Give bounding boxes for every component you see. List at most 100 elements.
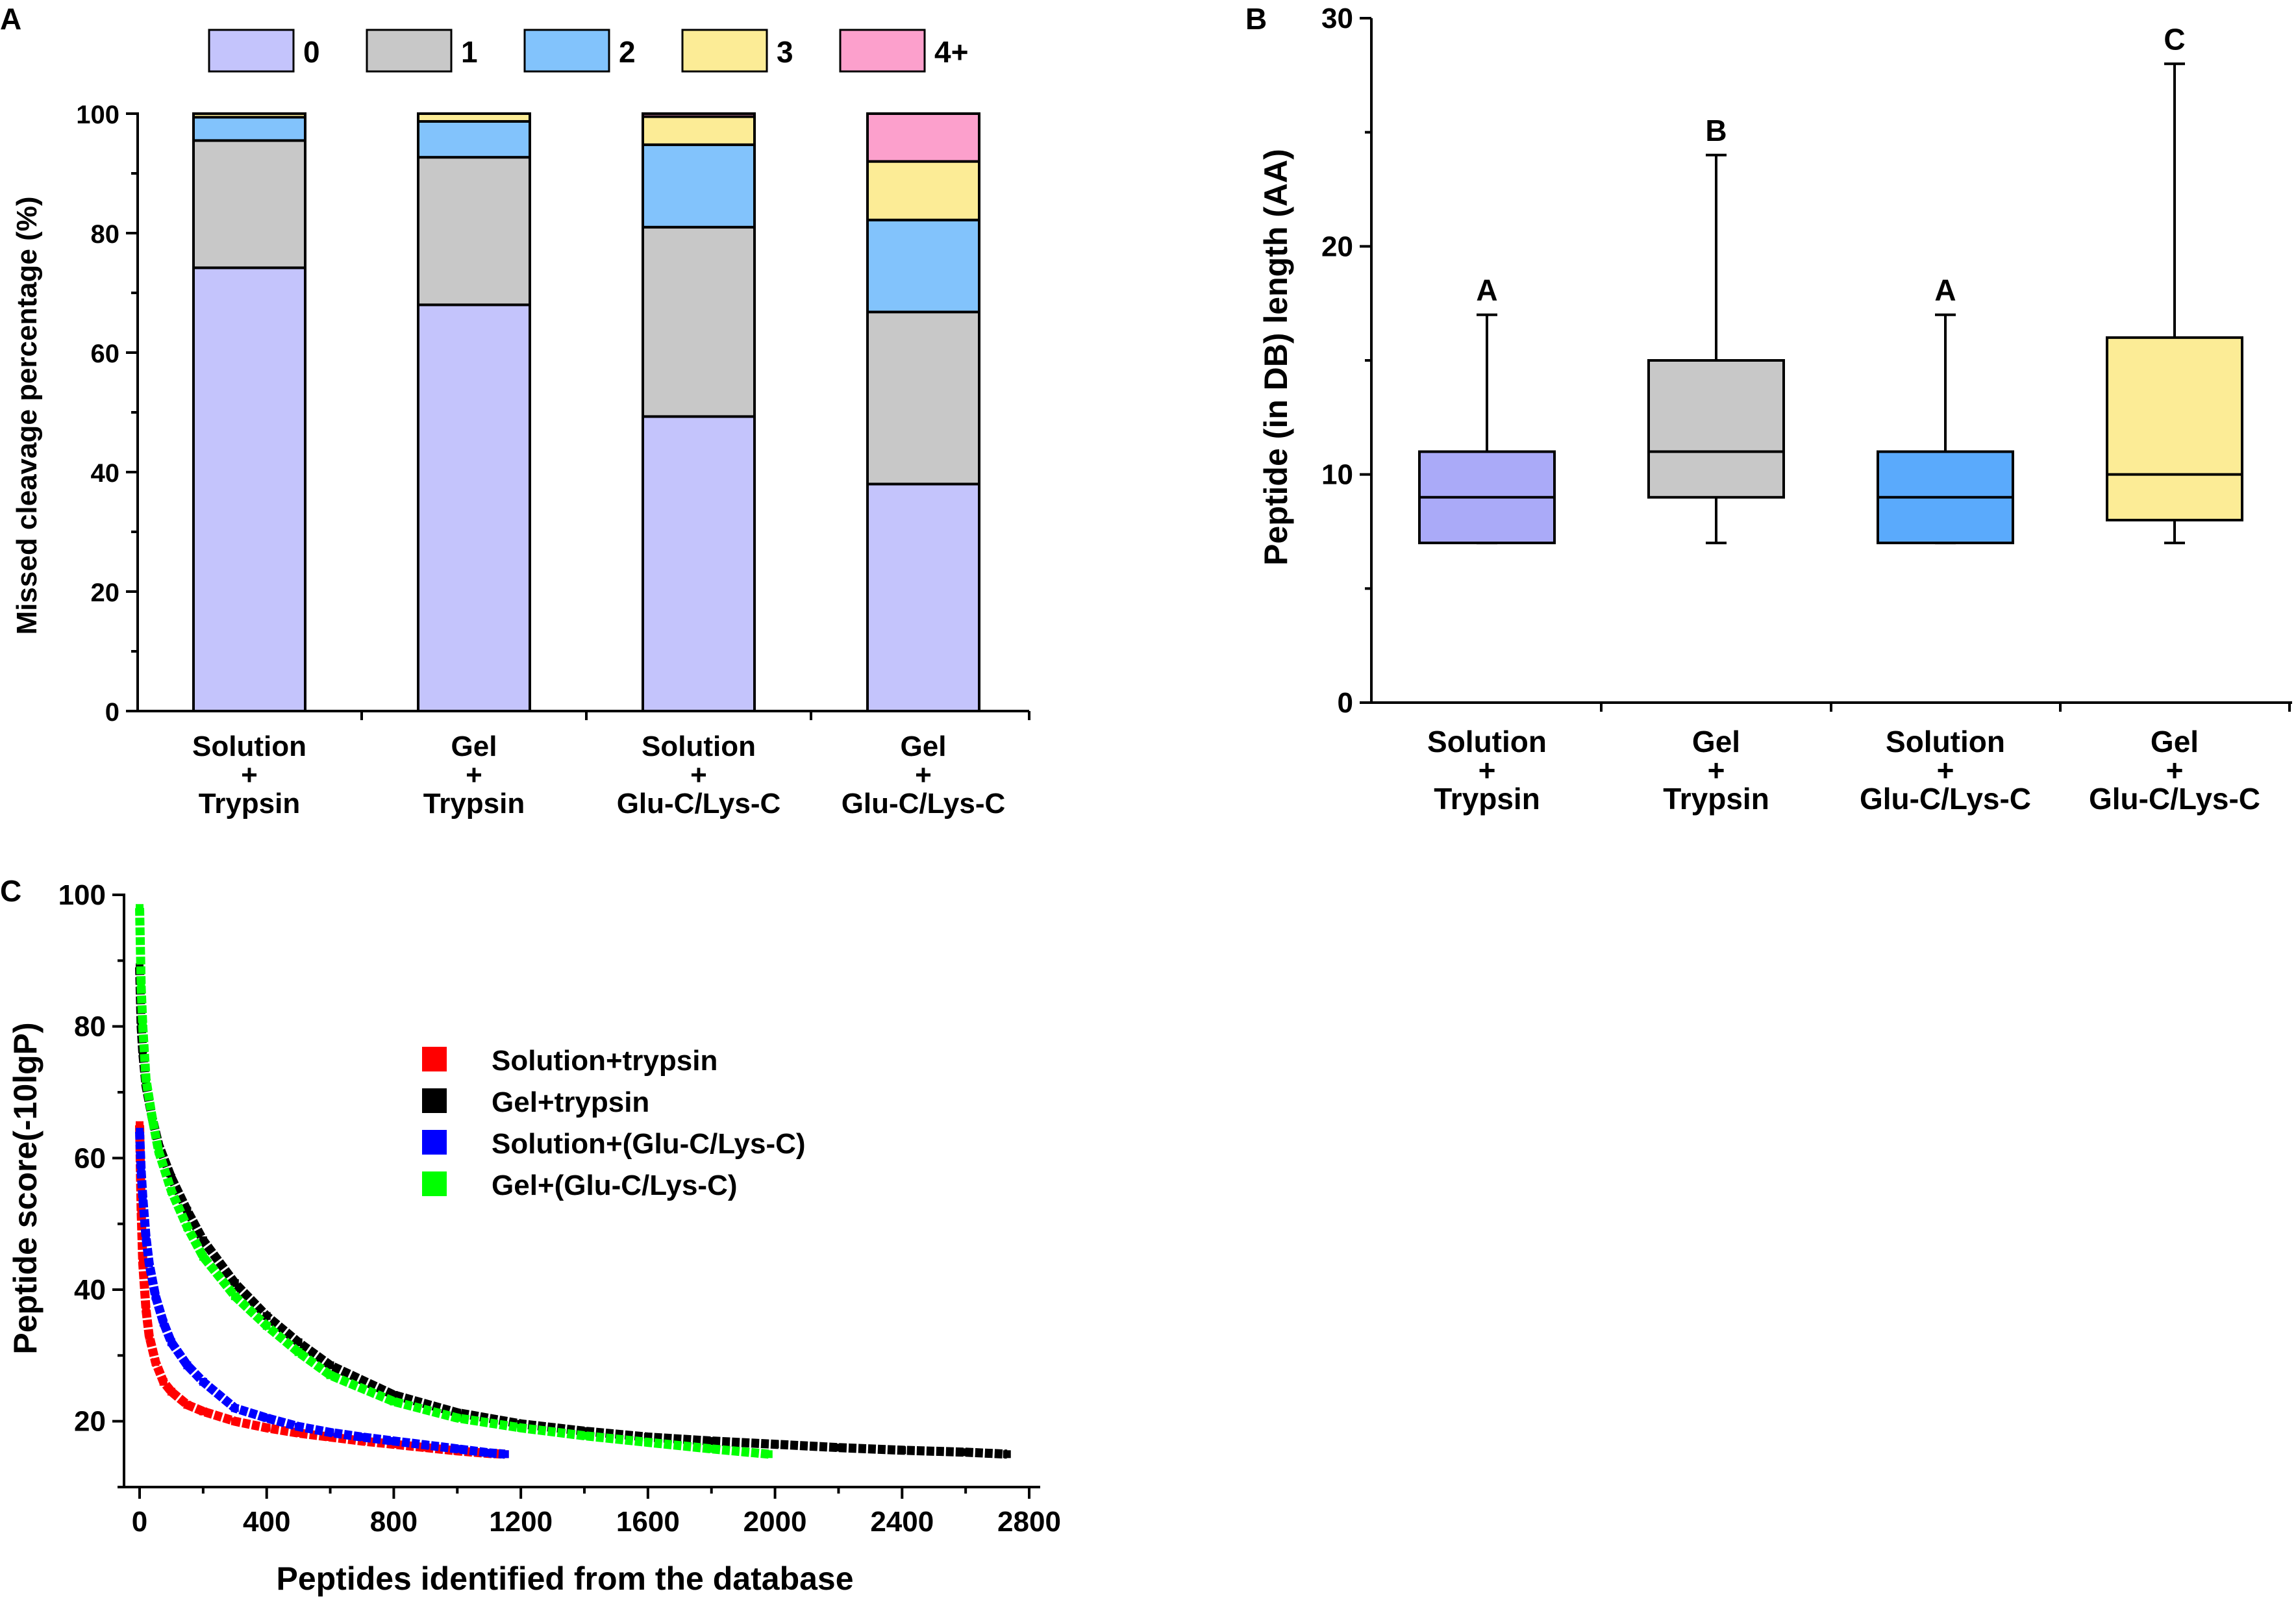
panel-a-legend-swatch-5 <box>839 29 926 73</box>
panel-c-point-s4-9 <box>199 1253 207 1261</box>
panel-a-legend-swatch-4 <box>681 29 768 73</box>
panel-a-legend: 0 1 2 3 4+ <box>208 29 968 73</box>
panel-c-legend-label-2: Gel+trypsin <box>492 1086 649 1118</box>
panel-c-point-s3-3 <box>138 1194 147 1202</box>
panel-c-point-s1-4 <box>142 1305 150 1314</box>
panel-c-axes: 20 40 60 80 100 0 400 800 1200 1600 2000 2400 2800 Pe… <box>7 879 1061 1597</box>
panel-a-y-tick-label-20: 20 <box>91 579 120 607</box>
panel-c-x-tick-label-1600: 1600 <box>616 1506 680 1538</box>
panel-c-point-s4-11 <box>262 1321 271 1330</box>
bar-segment-2-series-1 <box>417 303 531 712</box>
panel-c-legend-label-3: Solution+(Glu-C/Lys-C) <box>492 1128 806 1160</box>
panel-c-point-s3-20 <box>501 1450 509 1458</box>
panel-b-category-label-4-line-3: Glu-C/Lys-C <box>2089 782 2260 816</box>
bar-segment-4-series-1 <box>866 482 980 713</box>
bar-segment-3-series-5 <box>642 112 756 118</box>
bar-segment-2-series-4 <box>417 112 531 123</box>
bar-segment-3-series-3 <box>642 143 756 229</box>
panel-c-point-s3-16 <box>390 1437 398 1446</box>
panel-c-scatter-plot: C 20 40 60 80 100 0 400 800 1200 1600 2000 2400 2800… <box>0 874 1061 1597</box>
panel-c-point-s4-20 <box>764 1450 773 1458</box>
panel-c-x-tick-label-2400: 2400 <box>870 1506 934 1538</box>
panel-c-point-s3-13 <box>294 1422 303 1431</box>
panel-a-category-label-4-line-3: Glu-C/Lys-C <box>842 788 1006 820</box>
panel-a-y-tick-label-40: 40 <box>91 459 120 488</box>
panel-c-label: C <box>0 874 21 908</box>
panel-a-legend-label-3: 2 <box>619 35 636 69</box>
panel-c-point-s2-23 <box>962 1448 970 1457</box>
panel-b-category-label-1-line-3: Trypsin <box>1434 782 1540 816</box>
panel-a-legend-label-5: 4+ <box>934 35 968 69</box>
panel-c-point-s3-19 <box>485 1449 493 1457</box>
panel-c-point-s2-13 <box>326 1361 334 1370</box>
panel-c-point-s3-10 <box>199 1377 207 1386</box>
bar-segment-3-series-1 <box>642 415 756 712</box>
panel-c-y-tick-label-80: 80 <box>74 1011 106 1043</box>
panel-c-point-s1-7 <box>159 1377 168 1386</box>
panel-c-series <box>135 904 1011 1459</box>
panel-a-category-label-2-line-2: + <box>466 759 482 791</box>
panel-b-box-2 <box>1647 359 1785 499</box>
panel-b-category-label-3-line-3: Glu-C/Lys-C <box>1860 782 2031 816</box>
panel-a-y-axis-title: Missed cleavage percentage (%) <box>11 197 43 635</box>
panel-c-point-s4-18 <box>643 1438 652 1447</box>
panel-c-legend-swatch-1 <box>422 1047 447 1071</box>
panel-c-point-s3-1 <box>136 1127 144 1136</box>
panel-a-stacked-bar-chart: A 0 1 2 3 4+ Solution+TrypsinGel+TrypsinSolu… <box>0 2 1030 820</box>
panel-c-y-axis-title: Peptide score(-10lgP) <box>7 1022 44 1354</box>
panel-c-point-s4-12 <box>294 1348 303 1357</box>
panel-b-category-label-1-line-2: + <box>1479 753 1496 787</box>
panel-c-point-s2-21 <box>834 1444 843 1452</box>
panel-c-legend-swatch-2 <box>422 1088 447 1113</box>
panel-c-point-s3-15 <box>358 1433 366 1441</box>
panel-a-category-label-1-line-3: Trypsin <box>199 788 301 820</box>
panel-c-point-s2-8 <box>183 1207 192 1215</box>
panel-b-category-label-2-line-2: + <box>1708 753 1725 787</box>
panel-c-point-s4-3 <box>138 1022 147 1031</box>
bar-segment-4-series-4 <box>866 160 980 221</box>
panel-a-category-label-1-line-1: Solution <box>192 731 306 762</box>
panel-c-point-s2-20 <box>771 1440 779 1449</box>
panel-b-box-4 <box>2106 336 2243 521</box>
panel-c-point-s3-9 <box>183 1361 192 1370</box>
panel-c-point-s1-8 <box>167 1388 175 1396</box>
panel-c-point-s4-19 <box>707 1445 716 1453</box>
panel-c-y-tick-label-20: 20 <box>74 1406 106 1438</box>
panel-c-point-s2-11 <box>262 1312 271 1320</box>
panel-c-x-tick-label-1200: 1200 <box>489 1506 553 1538</box>
panel-c-x-tick-label-400: 400 <box>243 1506 290 1538</box>
panel-c-point-s3-7 <box>159 1318 168 1327</box>
panel-a-label: A <box>0 2 21 36</box>
panel-c-point-s1-12 <box>262 1423 271 1432</box>
panel-c-point-s2-10 <box>231 1279 239 1287</box>
panel-b-label: B <box>1245 2 1267 36</box>
panel-c-point-s2-24 <box>1003 1450 1011 1458</box>
panel-c-point-s1-6 <box>151 1358 160 1366</box>
panel-a-legend-label-4: 3 <box>777 35 793 69</box>
panel-a-category-label-3-line-1: Solution <box>642 731 756 762</box>
panel-c-point-s1-14 <box>326 1433 334 1441</box>
panel-c-point-s4-8 <box>183 1223 192 1231</box>
panel-b-y-tick-label-10: 10 <box>1321 459 1353 491</box>
panel-b-category-label-3-line-1: Solution <box>1886 725 2005 758</box>
panel-a-bars <box>192 112 980 713</box>
panel-c-x-tick-label-2800: 2800 <box>997 1506 1061 1538</box>
panel-b-significance-letter-2: B <box>1705 114 1727 147</box>
panel-c-y-tick-label-100: 100 <box>58 879 106 911</box>
panel-a-legend-label-1: 0 <box>303 35 320 69</box>
bar-segment-2-series-3 <box>417 119 531 159</box>
bar-segment-3-series-4 <box>642 115 756 146</box>
panel-a-category-label-4-line-1: Gel <box>901 731 947 762</box>
panel-c-point-s4-14 <box>390 1397 398 1406</box>
bar-segment-1-series-4 <box>192 112 306 119</box>
panel-b-significance-letter-1: A <box>1476 273 1497 307</box>
bar-segment-4-series-3 <box>866 218 980 314</box>
panel-c-x-axis-title: Peptides identified from the database <box>276 1560 853 1597</box>
panel-c-point-s4-13 <box>326 1371 334 1379</box>
panel-a-category-label-2-line-3: Trypsin <box>423 788 525 820</box>
panel-c-point-s4-2 <box>137 982 145 991</box>
panel-c-legend: Solution+trypsin Gel+trypsin Solution+(Glu… <box>422 1045 806 1201</box>
panel-a-y-tick-label-60: 60 <box>91 340 120 368</box>
panel-b-y-tick-label-30: 30 <box>1321 3 1353 34</box>
